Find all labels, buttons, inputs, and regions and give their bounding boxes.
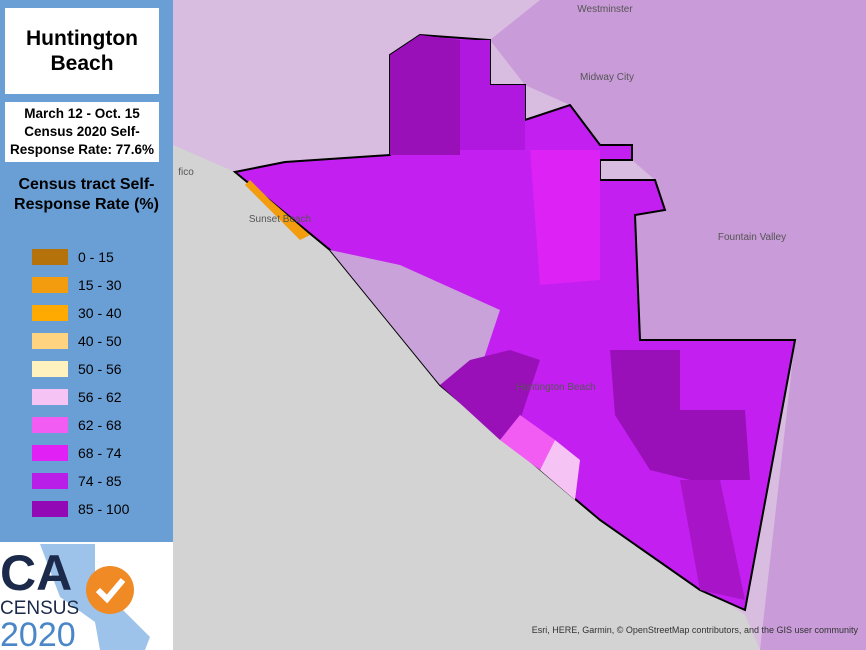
legend-item: 0 - 15 (32, 249, 114, 265)
tract (530, 150, 600, 285)
legend-title: Census tract Self-Response Rate (%) (14, 176, 159, 213)
place-label: Midway City (580, 72, 634, 83)
legend-label: 15 - 30 (78, 277, 122, 293)
legend-swatch (32, 417, 68, 433)
legend-item: 68 - 74 (32, 445, 122, 461)
legend-item: 50 - 56 (32, 361, 122, 377)
tract (330, 250, 500, 385)
map: Westminster Midway City Fountain Valley Hun… (173, 0, 866, 650)
check-mark (95, 578, 126, 604)
tract (245, 180, 310, 240)
inland-area (490, 0, 866, 650)
legend-item: 85 - 100 (32, 501, 129, 517)
subtitle: March 12 - Oct. 15 Census 2020 Self-Resp… (5, 102, 159, 162)
legend-label: 30 - 40 (78, 305, 122, 321)
tract (500, 415, 555, 470)
place-label: Westminster (577, 4, 633, 15)
tract (540, 440, 580, 500)
place-label: Fountain Valley (718, 232, 786, 243)
logo-graphic: CA CENSUS 2020 (0, 544, 150, 650)
tract (390, 35, 460, 155)
place-label: Sunset Beach (249, 214, 311, 225)
legend-swatch (32, 389, 68, 405)
legend-swatch (32, 305, 68, 321)
legend-swatch (32, 473, 68, 489)
logo-word: CENSUS (0, 598, 79, 619)
check-circle (86, 566, 134, 614)
legend-swatch (32, 333, 68, 349)
logo: CA CENSUS 2020 (0, 542, 173, 650)
legend-swatch (32, 249, 68, 265)
title: Huntington Beach (5, 8, 159, 94)
legend-item: 56 - 62 (32, 389, 122, 405)
legend-item: 62 - 68 (32, 417, 122, 433)
legend-item: 40 - 50 (32, 333, 122, 349)
legend-label: 50 - 56 (78, 361, 122, 377)
tract (610, 350, 750, 480)
tract (440, 350, 540, 440)
legend-item: 15 - 30 (32, 277, 122, 293)
legend-item: 30 - 40 (32, 305, 122, 321)
legend-swatch (32, 501, 68, 517)
tract (460, 40, 525, 150)
legend-label: 68 - 74 (78, 445, 122, 461)
legend-label: 85 - 100 (78, 501, 130, 517)
legend-label: 40 - 50 (78, 333, 122, 349)
ocean (173, 145, 760, 650)
legend-panel: Huntington Beach March 12 - Oct. 15 Cens… (0, 0, 173, 650)
legend-label: 0 - 15 (78, 249, 114, 265)
logo-state: CA (0, 545, 72, 601)
legend-swatch (32, 445, 68, 461)
attribution: Esri, HERE, Garmin, © OpenStreetMap cont… (532, 625, 859, 635)
place-label: Huntington Beach (516, 382, 596, 393)
logo-year: 2020 (0, 616, 76, 650)
legend-label: 74 - 85 (78, 473, 122, 489)
tract (680, 480, 745, 600)
legend-swatch (32, 361, 68, 377)
legend-item: 74 - 85 (32, 473, 122, 489)
place-label: fico (178, 167, 194, 178)
legend-label: 56 - 62 (78, 389, 122, 405)
legend-label: 62 - 68 (78, 417, 122, 433)
legend-swatch (32, 277, 68, 293)
